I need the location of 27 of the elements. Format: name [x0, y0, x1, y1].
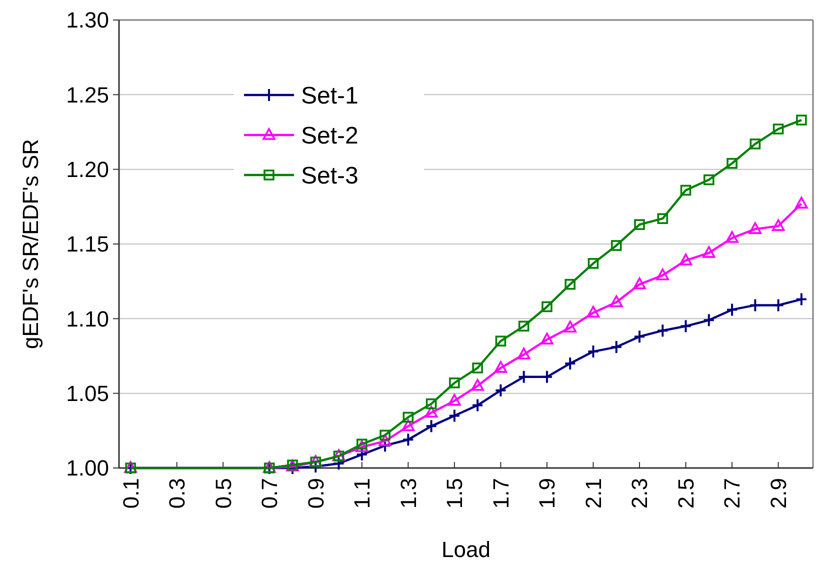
x-tick-label: 0.5 [210, 478, 236, 509]
x-tick-label: 2.5 [673, 478, 698, 509]
y-tick-label: 1.30 [66, 8, 109, 33]
x-tick-label: 2.9 [766, 478, 791, 509]
x-tick-label: 1.1 [350, 478, 375, 509]
y-tick-label: 1.25 [66, 82, 109, 108]
y-tick-label: 1.00 [66, 456, 109, 481]
x-tick-label: 0.7 [257, 478, 282, 509]
y-tick-label: 1.15 [66, 232, 109, 257]
x-tick-label: 1.7 [488, 478, 514, 509]
x-tick-label: 0.9 [303, 478, 328, 509]
x-tick-label: 2.7 [720, 478, 745, 509]
x-tick-label: 1.9 [534, 478, 560, 509]
legend-label: Set-2 [301, 122, 358, 150]
x-tick-label: 0.1 [118, 478, 144, 509]
y-tick-label: 1.20 [66, 157, 109, 182]
y-tick-label: 1.10 [66, 306, 109, 332]
x-tick-label: 2.3 [627, 478, 652, 509]
y-tick-label: 1.05 [66, 381, 109, 406]
x-tick-label: 1.3 [396, 478, 421, 509]
x-tick-label: 1.5 [442, 478, 468, 509]
y-axis-title: gEDF's SR/EDF's SR [18, 138, 43, 350]
x-tick-label: 2.1 [580, 478, 606, 509]
x-axis-title: Load [442, 537, 490, 562]
legend-label: Set-1 [301, 82, 358, 110]
x-tick-label: 0.3 [164, 478, 190, 509]
legend-label: Set-3 [301, 162, 358, 190]
